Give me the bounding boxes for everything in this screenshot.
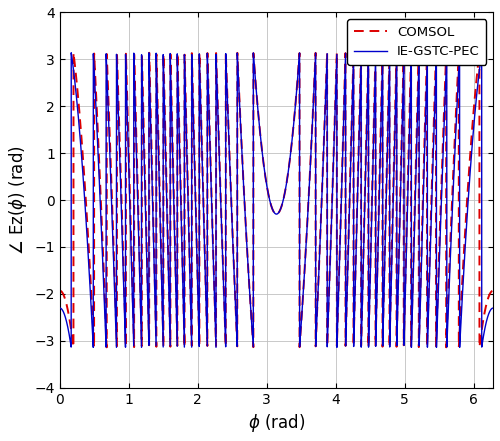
Y-axis label: $\angle$ Ez($\phi$) (rad): $\angle$ Ez($\phi$) (rad)	[7, 145, 29, 255]
IE-GSTC-PEC	[214, 75, 220, 80]
COMSOL	[57, 288, 63, 293]
COMSOL	[146, 50, 152, 56]
Legend: COMSOL, IE-GSTC-PEC: COMSOL, IE-GSTC-PEC	[347, 19, 486, 65]
IE-GSTC-PEC	[490, 306, 496, 311]
X-axis label: $\phi$ (rad): $\phi$ (rad)	[248, 412, 305, 434]
COMSOL	[313, 330, 319, 335]
COMSOL	[378, 111, 384, 116]
COMSOL	[214, 71, 220, 77]
IE-GSTC-PEC	[401, 336, 407, 341]
Line: COMSOL: COMSOL	[60, 53, 493, 348]
COMSOL	[490, 288, 496, 293]
COMSOL	[443, 345, 449, 350]
COMSOL	[401, 325, 407, 330]
IE-GSTC-PEC	[378, 119, 384, 124]
COMSOL	[332, 104, 338, 109]
Line: IE-GSTC-PEC: IE-GSTC-PEC	[60, 53, 493, 348]
COMSOL	[78, 137, 84, 142]
IE-GSTC-PEC	[78, 155, 84, 160]
IE-GSTC-PEC	[68, 50, 74, 56]
IE-GSTC-PEC	[313, 332, 319, 337]
IE-GSTC-PEC	[332, 107, 338, 112]
IE-GSTC-PEC	[57, 306, 63, 311]
IE-GSTC-PEC	[408, 345, 414, 350]
